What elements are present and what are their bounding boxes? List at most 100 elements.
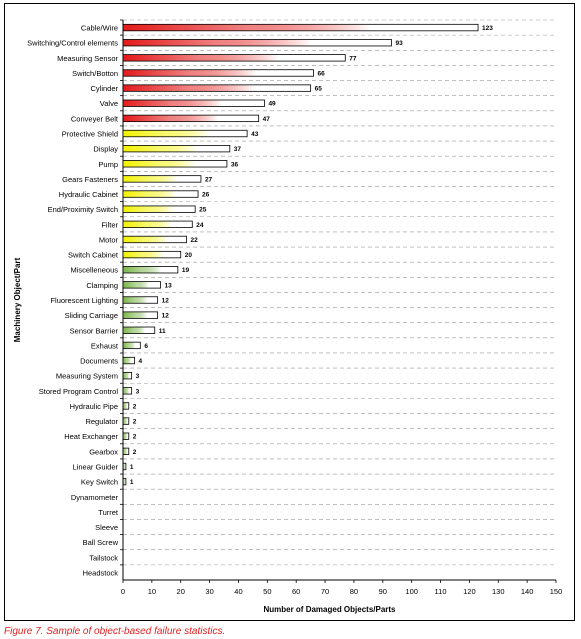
data-label: 66 (318, 70, 326, 77)
data-label: 37 (234, 146, 242, 153)
data-label: 6 (144, 343, 148, 350)
category-label: Motor (99, 235, 119, 244)
category-label: Sliding Carriage (65, 311, 118, 320)
category-label: Stored Program Control (39, 387, 119, 396)
data-label: 2 (133, 434, 137, 441)
bar (122, 54, 346, 62)
category-label: Miscelleneous (70, 266, 118, 275)
bar (122, 432, 130, 440)
data-label: 20 (185, 252, 193, 259)
bar (122, 84, 312, 92)
x-tick-label: 110 (435, 587, 447, 596)
x-tick-label: 100 (405, 587, 418, 596)
x-tick-label: 80 (350, 587, 358, 596)
bar (122, 250, 182, 259)
data-label: 4 (139, 358, 143, 365)
data-label: 77 (349, 55, 357, 62)
bar (122, 129, 248, 138)
category-label: Key Switch (81, 478, 118, 487)
data-label: 1 (130, 464, 134, 471)
bar (122, 356, 135, 365)
data-label: 2 (133, 449, 137, 456)
data-label: 27 (205, 176, 213, 183)
bar (122, 235, 187, 244)
data-label: 1 (130, 479, 134, 486)
data-label: 24 (196, 222, 204, 229)
category-label: Ball Screw (83, 538, 119, 547)
category-label: Heat Exchanger (64, 432, 118, 441)
data-label: 2 (133, 403, 137, 410)
category-label: Pump (98, 160, 118, 169)
bar (122, 462, 127, 471)
x-tick-label: 0 (121, 587, 125, 596)
category-label: Clamping (86, 281, 118, 290)
bar (122, 417, 130, 425)
bar (122, 477, 127, 486)
bar (122, 311, 159, 319)
x-tick-label: 90 (379, 587, 387, 596)
data-label: 43 (251, 131, 259, 138)
category-label: Measuring System (56, 372, 118, 381)
category-label: Gearbox (89, 447, 118, 456)
category-label: Sleeve (95, 523, 118, 532)
data-label: 26 (202, 192, 210, 199)
category-label: Hydraulic Pipe (70, 402, 118, 411)
category-label: Gears Fasteners (62, 175, 118, 184)
category-label: Cable/Wire (81, 24, 118, 33)
category-label: Measuring Sensor (57, 54, 118, 63)
category-label: Tailstock (89, 553, 118, 562)
y-axis-title: Machinery Object/Part (13, 257, 22, 342)
data-label: 2 (133, 419, 137, 426)
x-tick-label: 140 (521, 587, 534, 596)
category-label: Regulator (85, 417, 118, 426)
data-label: 11 (159, 328, 166, 335)
data-label: 65 (315, 86, 323, 93)
data-label: 22 (191, 237, 199, 244)
bar (122, 296, 159, 304)
category-label: End/Proximity Switch (48, 205, 118, 214)
bar (122, 99, 265, 107)
category-label: Switch Cabinet (68, 251, 119, 260)
bar (122, 39, 392, 47)
category-label: Linear Guider (73, 462, 119, 471)
x-tick-label: 70 (321, 587, 329, 596)
chart-frame (4, 3, 575, 621)
category-label: Protective Shield (62, 130, 118, 139)
x-tick-label: 130 (492, 587, 505, 596)
x-axis-title: Number of Damaged Objects/Parts (263, 605, 396, 614)
x-tick-label: 120 (463, 587, 476, 596)
bar (122, 387, 133, 395)
x-tick-label: 40 (234, 587, 242, 596)
data-label: 47 (263, 116, 271, 123)
data-label: 13 (165, 282, 173, 289)
data-label: 123 (482, 25, 493, 32)
data-label: 93 (395, 40, 403, 47)
data-label: 36 (231, 161, 239, 168)
bar (122, 69, 314, 77)
bar (122, 402, 130, 410)
figure-caption: Figure 7. Sample of object-based failure… (4, 626, 226, 637)
category-label: Hydraulic Cabinet (59, 190, 119, 199)
bar (122, 205, 196, 213)
category-label: Switch/Botton (72, 69, 118, 78)
failure-statistics-chart: 0 10 20 30 40 50 60 70 80 90 100 110 120 130 140 150Cab… (13, 19, 563, 614)
category-label: Fluorescent Lighting (50, 296, 118, 305)
category-label: Dynamometer (71, 493, 119, 502)
category-label: Valve (100, 99, 118, 108)
bar (122, 341, 141, 350)
category-label: Switching/Control elements (27, 39, 118, 48)
data-label: 25 (199, 207, 207, 214)
category-label: Filter (101, 220, 118, 229)
x-tick-label: 150 (550, 587, 563, 596)
bar (122, 190, 199, 198)
bar (122, 447, 130, 456)
category-label: Sensor Barrier (70, 326, 119, 335)
x-tick-label: 60 (292, 587, 300, 596)
bar (122, 175, 202, 183)
bar (122, 144, 231, 153)
bar (122, 220, 193, 228)
data-label: 3 (136, 388, 140, 395)
bar (122, 23, 479, 32)
x-tick-label: 50 (263, 587, 271, 596)
bar (122, 114, 260, 123)
